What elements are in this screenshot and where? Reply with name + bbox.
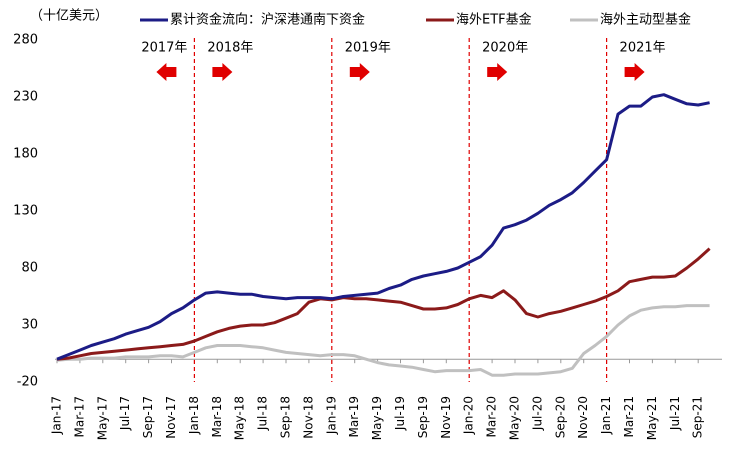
year-label: 2021年 <box>620 41 666 56</box>
x-tick-label: Jul-17 <box>118 396 132 431</box>
x-tick-label: Jan-20 <box>462 396 476 435</box>
x-tick-label: Sep-21 <box>691 396 705 438</box>
x-tick-label: Nov-19 <box>439 396 453 439</box>
legend-label: 海外主动型基金 <box>600 12 691 28</box>
x-tick-label: Mar-20 <box>485 396 499 437</box>
x-tick-label: Jan-17 <box>50 396 64 435</box>
series-line <box>56 93 710 361</box>
x-tick-label: Jan-18 <box>187 396 201 435</box>
x-tick-label: Sep-19 <box>416 396 430 438</box>
x-tick-label: Nov-20 <box>576 396 590 439</box>
x-tick-label: Jul-18 <box>256 396 270 431</box>
x-tick-label: Jan-21 <box>599 396 613 435</box>
x-tick-label: May-21 <box>645 396 659 440</box>
year-label: 2020年 <box>482 41 528 56</box>
x-tick-label: Jul-21 <box>668 396 682 431</box>
direction-arrow <box>212 63 233 81</box>
x-tick-label: May-17 <box>95 396 109 440</box>
x-tick-label: May-18 <box>233 396 247 440</box>
unit-label: （十亿美元） <box>30 9 108 24</box>
y-tick-label: 280 <box>13 33 38 48</box>
x-tick-label: Mar-21 <box>622 396 636 437</box>
y-tick-label: 80 <box>21 261 38 276</box>
direction-arrow <box>487 63 508 81</box>
x-tick-label: May-20 <box>508 396 522 440</box>
y-tick-label: -20 <box>17 375 38 390</box>
direction-arrow <box>624 63 645 81</box>
series-line <box>56 247 711 361</box>
y-tick-label: 180 <box>13 147 38 162</box>
y-tick-label: 30 <box>21 318 38 333</box>
x-tick-label: Jul-20 <box>530 396 544 431</box>
x-tick-label: Sep-17 <box>141 396 155 438</box>
x-tick-label: Nov-17 <box>164 396 178 439</box>
x-tick-label: Sep-20 <box>553 396 567 438</box>
year-label: 2018年 <box>207 41 253 56</box>
x-tick-label: Mar-17 <box>72 396 86 437</box>
y-tick-label: 230 <box>13 90 38 105</box>
direction-arrow <box>349 63 370 81</box>
direction-arrow <box>156 63 177 81</box>
x-tick-label: Jan-19 <box>324 396 338 435</box>
x-tick-label: Nov-18 <box>301 396 315 439</box>
x-tick-label: Jul-19 <box>393 396 407 431</box>
series-line <box>56 304 710 377</box>
year-label: 2017年 <box>141 41 187 56</box>
y-tick-label: 130 <box>13 204 38 219</box>
legend-label: 累计资金流向：沪深港通南下资金 <box>170 12 365 28</box>
legend-label: 海外ETF基金 <box>456 12 532 28</box>
year-label: 2019年 <box>345 41 391 56</box>
x-tick-label: Sep-18 <box>279 396 293 438</box>
x-tick-label: May-19 <box>370 396 384 440</box>
x-tick-label: Mar-18 <box>210 396 224 437</box>
x-tick-label: Mar-19 <box>347 396 361 437</box>
